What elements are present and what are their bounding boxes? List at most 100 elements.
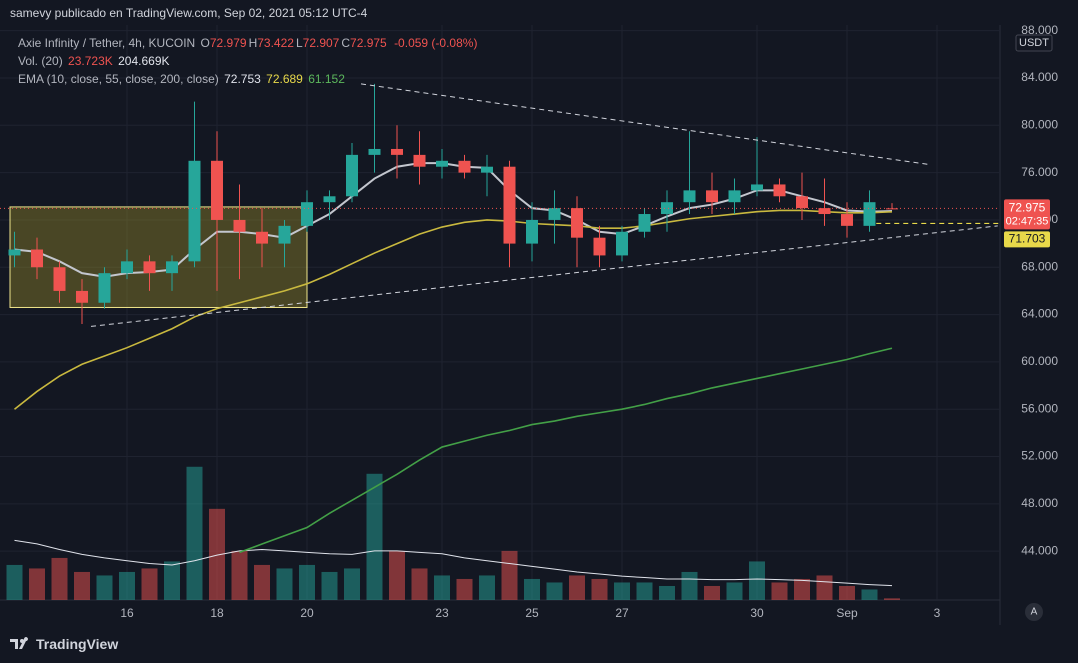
volume-name: Vol. (20) (18, 54, 63, 68)
volume-bar (479, 575, 495, 600)
candle-body (368, 148, 381, 155)
footer-bar (0, 626, 1078, 663)
candle-body (233, 219, 246, 232)
x-tick-label: 25 (525, 606, 539, 620)
y-tick-label: 88.000 (1021, 23, 1058, 37)
y-tick-label: 44.000 (1021, 543, 1058, 557)
volume-bar (614, 582, 630, 600)
horizontal-line-badge (1004, 231, 1050, 248)
x-tick-label: 30 (750, 606, 764, 620)
candle-body (481, 166, 493, 173)
candle-body (728, 190, 741, 203)
x-tick-label: 16 (120, 606, 134, 620)
brand-name: TradingView (36, 636, 119, 652)
ohlc-values: O72.979 H73.422 L72.907 C72.975 (201, 36, 389, 50)
candle-body (98, 273, 111, 303)
volume-bar (186, 466, 203, 600)
ema-line (14, 162, 893, 278)
volume-bar (861, 589, 878, 600)
ohlc-key: H (248, 36, 258, 50)
currency-badge (1015, 34, 1053, 52)
trendline (360, 83, 929, 165)
candle-body (593, 237, 606, 256)
x-tick-label: Sep (836, 606, 858, 620)
y-tick-label: 68.000 (1021, 259, 1058, 273)
volume-bar (366, 473, 383, 600)
change: -0.059 (-0.08%) (394, 36, 478, 50)
legend-ema-row: EMA (10, close, 55, close, 200, close) 7… (18, 70, 479, 88)
scale-button[interactable] (1025, 603, 1043, 621)
candle-body (616, 231, 628, 256)
x-tick-label: 3 (934, 606, 941, 620)
brand-logo (10, 637, 28, 649)
x-tick-label: 20 (300, 606, 314, 620)
volume-bar (209, 508, 225, 600)
ohlc-value: 72.979 (209, 36, 247, 50)
last-price-label: 72.975 (1009, 201, 1046, 215)
horizontal-line-label: 71.703 (1009, 232, 1046, 246)
volume-bar (681, 571, 698, 600)
scale-button-label: A (1031, 607, 1038, 618)
volume-value: 23.723K (68, 54, 113, 68)
ohlc-key: L (295, 36, 303, 50)
publisher: samevy publicado en TradingView.com, Sep… (10, 6, 368, 20)
candle-body (818, 208, 831, 215)
legend-symbol-row: Axie Infinity / Tether, 4h, KUCOIN O72.9… (18, 34, 479, 52)
volume-bar (659, 585, 675, 600)
volume-bar (29, 568, 45, 600)
ohlc-value: 72.907 (302, 36, 340, 50)
candle-body (53, 267, 66, 291)
candle-body (346, 154, 358, 197)
volume-bar (344, 568, 360, 600)
y-tick-label: 48.000 (1021, 496, 1058, 510)
candle-body (436, 160, 448, 167)
candle-body (391, 148, 403, 155)
volume-bar (51, 557, 68, 600)
x-tick-label: 18 (210, 606, 224, 620)
candle-body (256, 231, 268, 244)
volume-bar (164, 561, 180, 600)
ema-value: 72.689 (266, 72, 303, 86)
volume-bar (704, 585, 720, 600)
volume-bar (119, 571, 135, 600)
volume-bar (456, 578, 473, 600)
volume-bar (411, 568, 428, 600)
y-tick-label: 60.000 (1021, 354, 1058, 368)
candle-body (863, 202, 876, 226)
volume-ma-line (14, 539, 893, 587)
ema-line (239, 347, 893, 554)
volume-ma-value: 204.669K (118, 54, 170, 68)
volume-bar (636, 582, 653, 600)
y-tick-label: 80.000 (1021, 117, 1058, 131)
volume-bar (546, 582, 563, 600)
ohlc-value: 73.422 (257, 36, 294, 50)
candle-body (458, 160, 471, 173)
candle-body (638, 214, 651, 232)
ohlc-key: O (200, 36, 210, 50)
ema-value: 61.152 (308, 72, 345, 86)
candle-body (301, 202, 313, 226)
volume-bar (726, 582, 743, 600)
legend: Axie Infinity / Tether, 4h, KUCOIN O72.9… (18, 34, 479, 88)
volume-bar (569, 575, 585, 600)
candle-body (683, 190, 696, 203)
countdown-label: 02:47:35 (1006, 215, 1049, 227)
candle-body (166, 261, 178, 274)
ohlc-key: C (341, 36, 351, 50)
volume-bar (141, 568, 158, 600)
x-tick-label: 27 (615, 606, 629, 620)
volume-bar (254, 564, 270, 600)
candle-body (796, 196, 808, 209)
volume-bar (749, 561, 765, 600)
trendline (90, 225, 998, 327)
legend-volume-row: Vol. (20) 23.723K 204.669K (18, 52, 479, 70)
candle-body (773, 184, 786, 197)
candle-body (413, 154, 426, 167)
ema-value: 72.753 (224, 72, 261, 86)
volume-bar (884, 598, 900, 600)
x-tick-label: 23 (435, 606, 449, 620)
candle-body (188, 160, 201, 262)
currency-label: USDT (1019, 37, 1049, 49)
